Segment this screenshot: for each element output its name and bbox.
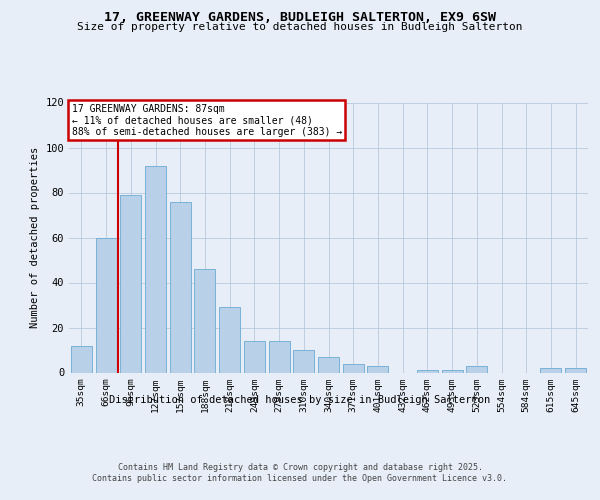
Bar <box>170 202 191 372</box>
Bar <box>442 370 463 372</box>
Bar <box>219 307 240 372</box>
Bar <box>541 368 562 372</box>
Text: 17, GREENWAY GARDENS, BUDLEIGH SALTERTON, EX9 6SW: 17, GREENWAY GARDENS, BUDLEIGH SALTERTON… <box>104 11 496 24</box>
Text: Size of property relative to detached houses in Budleigh Salterton: Size of property relative to detached ho… <box>77 22 523 32</box>
Bar <box>194 269 215 372</box>
Bar <box>293 350 314 372</box>
Bar <box>367 366 388 372</box>
Bar <box>71 346 92 372</box>
Bar <box>244 341 265 372</box>
Bar <box>466 366 487 372</box>
Bar <box>417 370 438 372</box>
Text: 17 GREENWAY GARDENS: 87sqm
← 11% of detached houses are smaller (48)
88% of semi: 17 GREENWAY GARDENS: 87sqm ← 11% of deta… <box>71 104 342 137</box>
Bar <box>269 341 290 372</box>
Bar <box>145 166 166 372</box>
Bar <box>95 238 116 372</box>
Bar <box>565 368 586 372</box>
Bar <box>343 364 364 372</box>
Text: Distribution of detached houses by size in Budleigh Salterton: Distribution of detached houses by size … <box>109 395 491 405</box>
Text: Contains HM Land Registry data © Crown copyright and database right 2025.: Contains HM Land Registry data © Crown c… <box>118 462 482 471</box>
Text: Contains public sector information licensed under the Open Government Licence v3: Contains public sector information licen… <box>92 474 508 483</box>
Bar <box>318 357 339 372</box>
Y-axis label: Number of detached properties: Number of detached properties <box>30 147 40 328</box>
Bar <box>120 194 141 372</box>
